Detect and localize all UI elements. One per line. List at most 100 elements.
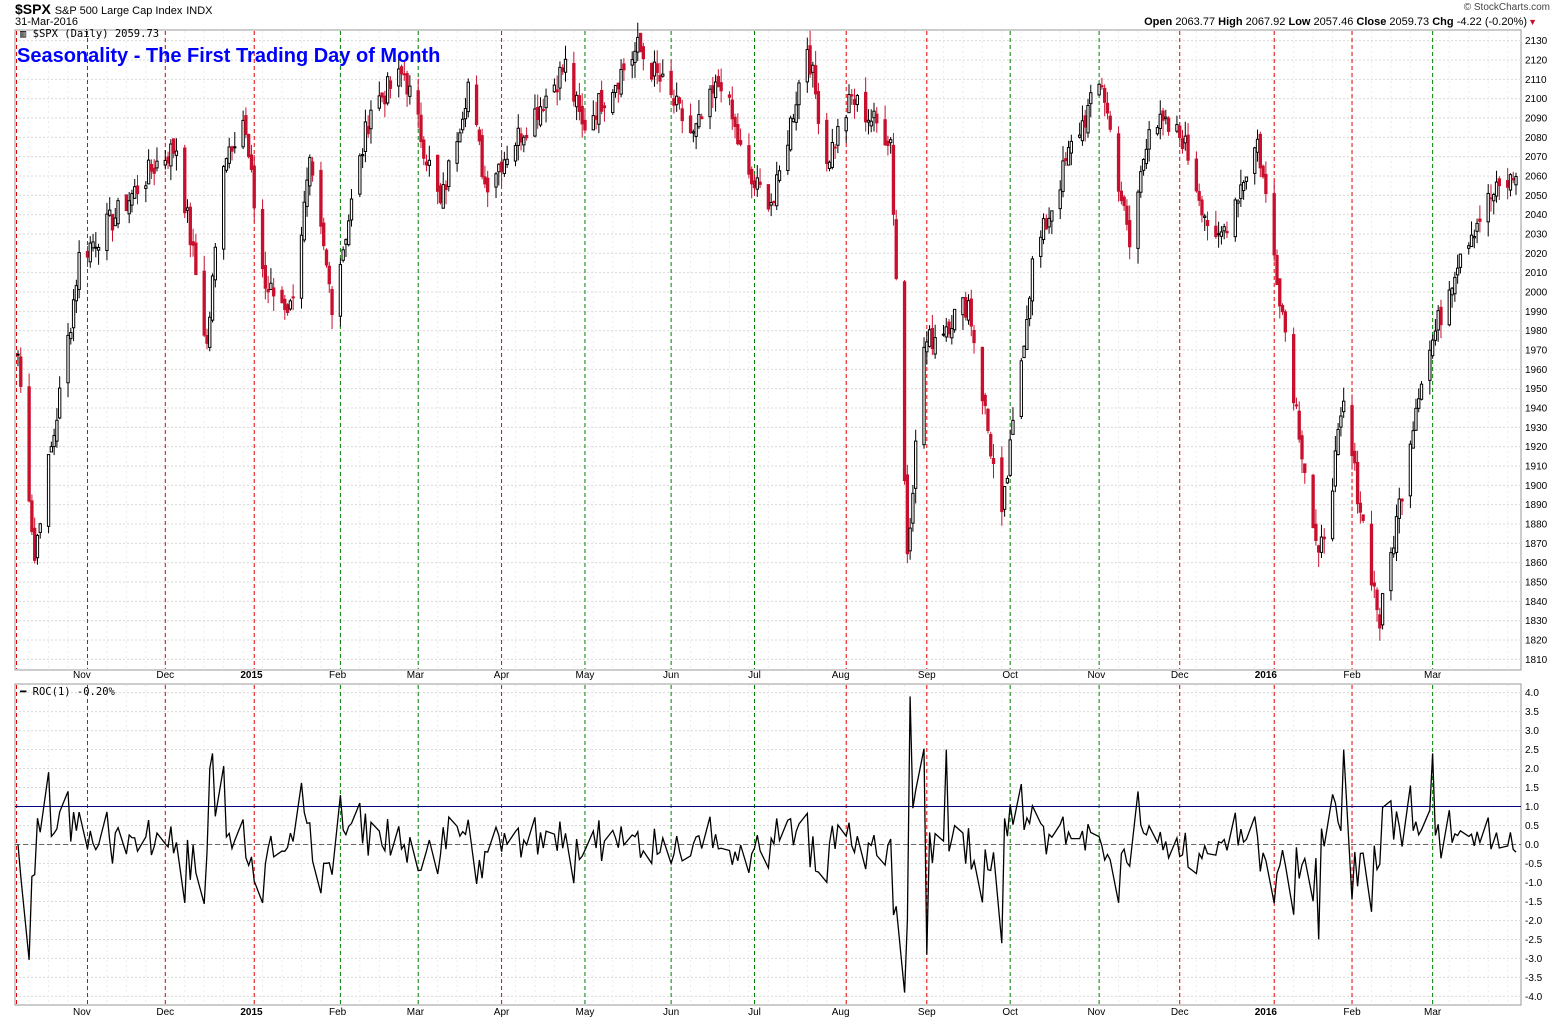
candle-body [399,66,404,75]
candle-body [1141,159,1146,171]
candle-body [622,63,626,71]
candle-body [755,177,759,190]
candle-body [519,133,523,143]
first-day-markers [16,31,1434,1004]
price-tick-label: 1930 [1525,423,1548,434]
candle-body [30,500,34,533]
candle-body [183,147,187,214]
candle-body [1258,133,1262,169]
candle-body [347,220,351,246]
price-tick-label: 1850 [1525,578,1548,589]
candle-body [1244,176,1249,182]
candle-body [105,213,109,252]
price-x-tick-label: Nov [73,670,91,681]
price-legend: ▥ $SPX (Daily) 2059.73 [20,28,159,40]
candle-body [658,74,662,82]
candle-body [816,91,821,124]
candle-body [883,119,887,146]
candle-body [1203,215,1207,218]
candle-body [697,114,701,128]
candle-body [738,140,743,145]
candle-body [1044,218,1048,230]
price-x-tick-label: Mar [407,670,425,681]
candle-body [486,177,490,193]
candle-body [455,141,459,164]
candle-body [244,115,248,135]
candle-body [502,159,507,174]
candle-body [1339,415,1343,428]
candle-body [594,115,598,120]
roc-tick-label: 2.5 [1525,745,1539,756]
axis-labels: 1810 1820 1830 1840 1850 1860 1870 1880 1890 1900… [73,36,1548,1018]
candle-body [1494,181,1499,197]
candle-body [563,58,568,73]
candle-body [1200,199,1204,216]
candle-body [574,94,579,108]
roc-x-tick-label: 2016 [1255,1007,1278,1018]
candle-body [1303,463,1307,473]
candle-body [1183,135,1187,144]
candle-body [1233,199,1237,238]
candle-body [260,208,265,270]
chg-value: -4.22 (-0.20%) [1456,16,1527,28]
roc-tick-label: 3.0 [1525,726,1539,737]
candle-body [483,176,487,185]
candle-body [825,119,829,165]
candle-body [16,353,20,356]
candle-body [811,64,815,73]
candle-body [94,246,98,249]
candle-body [933,337,937,355]
roc-x-tick-label: May [576,1007,595,1018]
candle-body [1164,116,1168,120]
line-swatch-icon: ━ [20,686,27,698]
price-tick-label: 1990 [1525,307,1548,318]
candle-body [27,386,31,502]
candle-body [808,45,812,75]
candle-body [480,135,484,178]
price-tick-label: 2120 [1525,56,1548,67]
candle-body [902,281,907,482]
candle-body [1361,514,1365,521]
candle-body [630,59,634,66]
price-tick-label: 2080 [1525,133,1548,144]
candle-body [385,76,390,104]
roc-tick-label: 1.5 [1525,783,1539,794]
candle-body [272,287,276,297]
candle-body [1100,85,1104,88]
candle-body [777,170,782,181]
candle-body [422,139,426,159]
candle-body [747,145,751,175]
candle-body [341,249,345,261]
candle-body [233,146,237,149]
candle-body [577,95,582,112]
candle-body [830,142,834,168]
candle-body [130,193,134,206]
candle-body [1272,193,1276,256]
candle-body [736,124,740,145]
candle-body [1478,218,1482,222]
candle-body [813,65,818,95]
candle-body [1080,120,1085,142]
candle-body [708,88,712,118]
candle-body [1453,276,1457,295]
price-tick-label: 1950 [1525,384,1548,395]
roc-x-tick-label: 2015 [240,1007,263,1018]
candle-body [572,63,576,102]
candle-body [1069,140,1073,154]
candle-body [555,89,559,93]
price-x-tick-label: Jun [663,670,679,681]
candle-body [116,200,120,225]
roc-x-tick-label: Apr [494,1007,510,1018]
candle-body [655,63,659,74]
candle-body [766,184,771,210]
chart-title: Seasonality - The First Trading Day of M… [17,45,441,67]
candle-body [1225,230,1229,234]
candle-body [1280,305,1285,313]
candle-body [558,66,562,89]
roc-x-tick-label: Feb [1343,1007,1361,1018]
candle-body [169,143,173,167]
candlestick-series [16,22,1518,641]
candle-body [716,75,721,88]
candle-body [680,108,684,122]
candle-body [1450,287,1454,296]
